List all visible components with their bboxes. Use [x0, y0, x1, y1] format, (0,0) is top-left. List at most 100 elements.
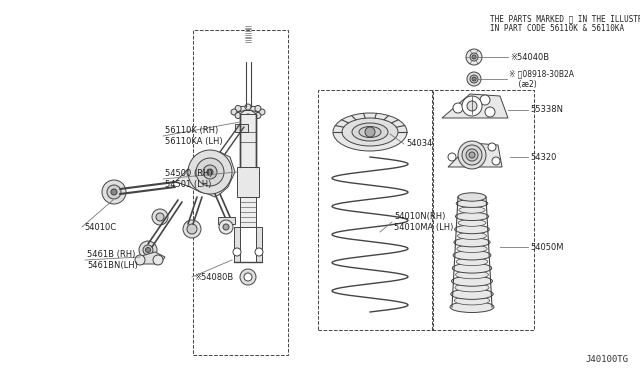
Ellipse shape: [452, 276, 492, 286]
Circle shape: [480, 95, 490, 105]
Polygon shape: [237, 167, 259, 197]
Circle shape: [472, 77, 476, 81]
Text: 54050M: 54050M: [530, 243, 563, 251]
Circle shape: [255, 248, 263, 256]
Circle shape: [466, 149, 478, 161]
Text: ※ ⓝ08918-30B2A
    (æ2): ※ ⓝ08918-30B2A (æ2): [509, 69, 574, 89]
Circle shape: [462, 96, 482, 116]
Circle shape: [492, 157, 500, 165]
Circle shape: [207, 169, 213, 175]
Text: 54500 (RH)
54501 (LH): 54500 (RH) 54501 (LH): [165, 169, 212, 189]
Circle shape: [467, 72, 481, 86]
Ellipse shape: [460, 194, 484, 200]
Circle shape: [255, 106, 261, 112]
Text: 5461B (RH)
5461BN(LH): 5461B (RH) 5461BN(LH): [87, 250, 138, 270]
Text: 56110K (RH)
56110KA (LH): 56110K (RH) 56110KA (LH): [165, 126, 223, 146]
Circle shape: [102, 180, 126, 204]
Ellipse shape: [457, 245, 487, 253]
Circle shape: [145, 247, 150, 253]
Circle shape: [469, 152, 475, 158]
Circle shape: [183, 220, 201, 238]
Circle shape: [462, 145, 482, 165]
Bar: [432, 90, 534, 330]
Ellipse shape: [456, 258, 488, 266]
Circle shape: [245, 114, 251, 120]
Circle shape: [245, 104, 251, 110]
Ellipse shape: [459, 206, 485, 213]
Text: ※54080B: ※54080B: [194, 273, 233, 282]
Circle shape: [135, 255, 145, 265]
Circle shape: [458, 141, 486, 169]
Circle shape: [244, 273, 252, 281]
Circle shape: [231, 109, 237, 115]
Text: ※54040B: ※54040B: [510, 52, 549, 61]
Ellipse shape: [452, 263, 492, 273]
Ellipse shape: [458, 219, 486, 226]
Text: 54010N(RH)
54010MA (LH): 54010N(RH) 54010MA (LH): [394, 212, 453, 232]
Circle shape: [152, 209, 168, 225]
Circle shape: [240, 269, 256, 285]
Ellipse shape: [352, 123, 388, 141]
Ellipse shape: [450, 301, 494, 312]
Text: J40100TG: J40100TG: [585, 355, 628, 364]
Ellipse shape: [454, 296, 490, 305]
Ellipse shape: [456, 199, 488, 208]
Polygon shape: [235, 124, 248, 132]
Polygon shape: [448, 143, 502, 167]
Circle shape: [466, 49, 482, 65]
Polygon shape: [256, 227, 262, 262]
Circle shape: [365, 127, 375, 137]
Circle shape: [467, 101, 477, 111]
Text: 54320: 54320: [530, 153, 556, 161]
Circle shape: [196, 158, 224, 186]
Circle shape: [255, 113, 261, 119]
Ellipse shape: [359, 126, 381, 138]
Ellipse shape: [454, 225, 490, 234]
Text: 54010C: 54010C: [84, 222, 116, 231]
Circle shape: [187, 224, 197, 234]
Polygon shape: [240, 197, 256, 227]
Circle shape: [488, 143, 496, 151]
Circle shape: [203, 165, 217, 179]
Circle shape: [453, 103, 463, 113]
Circle shape: [259, 109, 265, 115]
Text: THE PARTS MARKED ※ IN THE ILLUSTRATION ARE INCLUDED
IN PART CODE 56110K & 56110K: THE PARTS MARKED ※ IN THE ILLUSTRATION A…: [490, 14, 640, 33]
Ellipse shape: [454, 238, 490, 247]
Ellipse shape: [458, 232, 486, 240]
Ellipse shape: [453, 250, 491, 260]
Circle shape: [448, 153, 456, 161]
Ellipse shape: [342, 118, 398, 146]
Polygon shape: [442, 94, 508, 118]
Circle shape: [139, 241, 157, 259]
Text: 55338N: 55338N: [530, 106, 563, 115]
Ellipse shape: [451, 289, 493, 299]
Circle shape: [153, 255, 163, 265]
Ellipse shape: [458, 193, 486, 201]
Bar: [318, 90, 433, 330]
Bar: [193, 30, 288, 355]
Polygon shape: [175, 152, 235, 197]
Circle shape: [219, 220, 233, 234]
Text: 54034: 54034: [406, 140, 433, 148]
Ellipse shape: [456, 270, 488, 279]
Circle shape: [111, 189, 117, 195]
Circle shape: [470, 53, 478, 61]
Circle shape: [233, 248, 241, 256]
Circle shape: [470, 75, 478, 83]
Circle shape: [235, 113, 241, 119]
Circle shape: [223, 224, 229, 230]
Circle shape: [143, 245, 153, 255]
Polygon shape: [234, 227, 240, 262]
Circle shape: [472, 55, 476, 59]
Circle shape: [188, 150, 232, 194]
Circle shape: [235, 106, 241, 112]
Ellipse shape: [455, 283, 489, 292]
Ellipse shape: [333, 113, 407, 151]
Ellipse shape: [235, 106, 261, 114]
Ellipse shape: [237, 110, 259, 118]
Circle shape: [107, 185, 121, 199]
Ellipse shape: [456, 212, 488, 221]
Circle shape: [485, 107, 495, 117]
Polygon shape: [138, 252, 165, 264]
Polygon shape: [218, 217, 235, 224]
